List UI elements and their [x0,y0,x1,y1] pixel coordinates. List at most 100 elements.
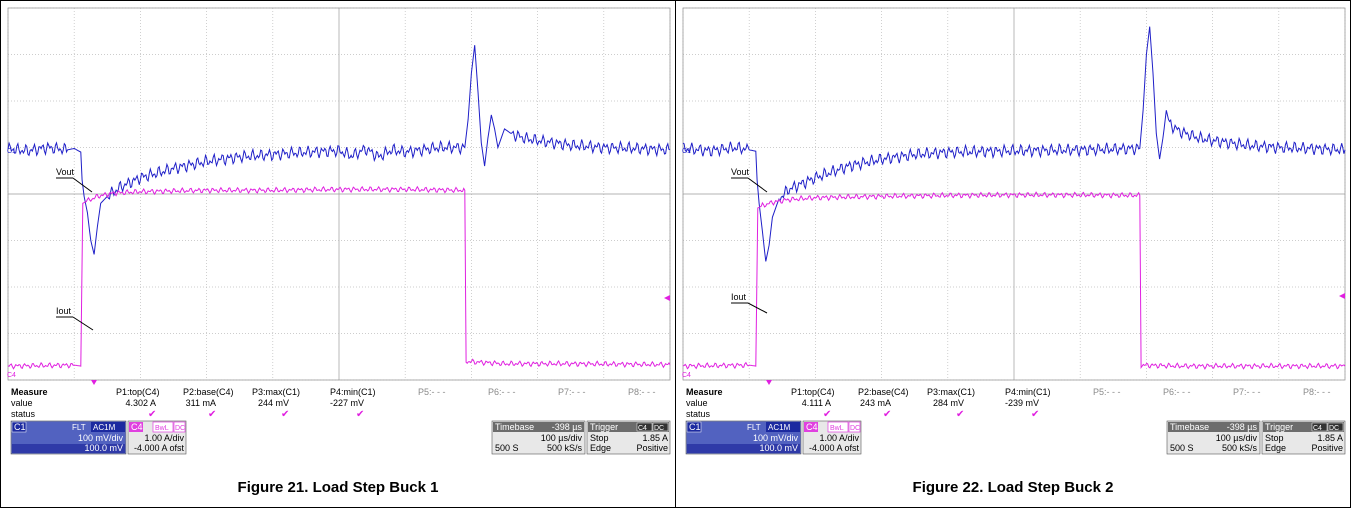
measure-table: Measure value status P1:top(C4)4.302 A✔P… [11,387,656,420]
c4-tag: C4 [131,422,143,432]
scope-svg: C1 C4 Vout Iout Measure value status P1:… [7,7,671,455]
vout-label: Vout [731,167,750,177]
measure-status-check-icon: ✔ [883,409,891,420]
measure-param-name: P1:top(C4) [116,387,160,397]
measure-param-name: P4:min(C1) [1005,387,1051,397]
timebase-rate-div: 100 µs/div [1216,433,1258,443]
measure-param-value: 284 mV [933,398,964,408]
figure-panel-0: C1 C4 Vout Iout Measure value status P1:… [0,0,676,508]
measure-param-name: P8:- - - [628,387,656,397]
measure-status-label: status [11,409,36,419]
c4-marker-label: C4 [682,372,691,379]
c1-channel-box[interactable]: C1 FLT AC1M 100 mV/div 100.0 mV [685,420,802,455]
c4-mode2: DC [850,425,860,432]
timebase-box[interactable]: Timebase -398 µs 100 µs/div 500 S 500 kS… [491,420,586,455]
c4-tag: C4 [806,422,818,432]
timebase-samples: 500 S [1170,443,1194,453]
c4-scale: 1.00 A/div [819,433,859,443]
c1-offset: 100.0 mV [759,443,798,453]
measure-param-name: P5:- - - [418,387,446,397]
measure-param-value: 4.111 A [802,398,831,408]
measure-param-name: P7:- - - [558,387,586,397]
trigger-src: C4 [1313,425,1322,432]
timebase-box[interactable]: Timebase -398 µs 100 µs/div 500 S 500 kS… [1166,420,1261,455]
c1-marker-label: C1 [682,148,691,155]
trigger-box[interactable]: Trigger C4 DC Stop 1.85 A Edge Positive [586,420,671,455]
measure-status-check-icon: ✔ [281,409,289,420]
measure-value-label: value [11,398,33,408]
trigger-box[interactable]: Trigger C4 DC Stop 1.85 A Edge Positive [1261,420,1346,455]
measure-param-value: 244 mV [258,398,289,408]
trigger-position-marker [91,380,97,385]
trigger-mode: Stop [1265,433,1284,443]
c4-channel-box[interactable]: C4 BwL DC 1.00 A/div -4.000 A ofst [127,420,187,455]
measure-param-name: P6:- - - [488,387,516,397]
measure-param-value: -227 mV [330,398,364,408]
measure-param-name: P8:- - - [1303,387,1331,397]
scope-svg: C1 C4 Vout Iout Measure value status P1:… [682,7,1346,455]
iout-leader-arrow [747,302,768,314]
c1-vout-trace [7,45,671,255]
c1-mode1: FLT [72,423,86,432]
iout-leader-arrow [72,316,94,331]
c4-mode1: BwL [155,425,169,432]
timebase-delay: -398 µs [552,422,583,432]
measure-param-name: P2:base(C4) [858,387,909,397]
c4-marker-label: C4 [7,372,16,379]
oscilloscope-screen: C1 C4 Vout Iout Measure value status P1:… [7,7,671,474]
c1-tag: C1 [689,422,701,432]
measure-param-name: P4:min(C1) [330,387,376,397]
oscilloscope-screen: C1 C4 Vout Iout Measure value status P1:… [682,7,1346,474]
trigger-label: Trigger [590,422,618,432]
measure-value-label: value [686,398,708,408]
timebase-samples: 500 S [495,443,519,453]
measure-param-name: P1:top(C4) [791,387,835,397]
measure-param-name: P5:- - - [1093,387,1121,397]
vout-leader-arrow [747,177,768,193]
c4-channel-box[interactable]: C4 BwL DC 1.00 A/div -4.000 A ofst [802,420,862,455]
measure-param-name: P3:max(C1) [927,387,975,397]
trigger-slope: Positive [1311,443,1343,453]
trigger-level: 1.85 A [642,433,668,443]
c1-mode2: AC1M [768,423,791,432]
measure-param-name: P6:- - - [1163,387,1191,397]
figure-caption: Figure 22. Load Step Buck 2 [912,479,1114,496]
measure-status-check-icon: ✔ [1031,409,1039,420]
c1-offset: 100.0 mV [84,443,123,453]
trigger-src: C4 [638,425,647,432]
figure-panel-1: C1 C4 Vout Iout Measure value status P1:… [675,0,1351,508]
c4-offset: -4.000 A ofst [809,443,860,453]
trigger-slope: Positive [636,443,668,453]
trigger-level: 1.85 A [1317,433,1343,443]
timebase-sample-rate: 500 kS/s [547,443,583,453]
measure-status-check-icon: ✔ [148,409,156,420]
timebase-label: Timebase [1170,422,1209,432]
trigger-type: Edge [590,443,611,453]
iout-label: Iout [56,306,72,316]
c1-channel-box[interactable]: C1 FLT AC1M 100 mV/div 100.0 mV [10,420,127,455]
measure-param-name: P2:base(C4) [183,387,234,397]
timebase-sample-rate: 500 kS/s [1222,443,1258,453]
measure-status-check-icon: ✔ [823,409,831,420]
plot-border [7,7,671,381]
measure-header: Measure [11,387,48,397]
c4-offset: -4.000 A ofst [134,443,185,453]
vout-label: Vout [56,167,75,177]
c4-mode1: BwL [830,425,844,432]
measure-param-name: P7:- - - [1233,387,1261,397]
trigger-level-marker [1339,293,1345,299]
vout-leader-arrow [72,177,93,193]
c4-mode2: DC [175,425,185,432]
measure-param-value: -239 mV [1005,398,1039,408]
measure-param-value: 243 mA [860,398,891,408]
measure-param-name: P3:max(C1) [252,387,300,397]
trigger-type: Edge [1265,443,1286,453]
measure-param-value: 311 mA [186,398,216,408]
c1-scale: 100 mV/div [78,433,124,443]
timebase-delay: -398 µs [1227,422,1258,432]
measure-status-check-icon: ✔ [356,409,364,420]
trigger-mode: Stop [590,433,609,443]
measure-status-check-icon: ✔ [208,409,216,420]
c1-tag: C1 [14,422,26,432]
trigger-position-marker [766,380,772,385]
